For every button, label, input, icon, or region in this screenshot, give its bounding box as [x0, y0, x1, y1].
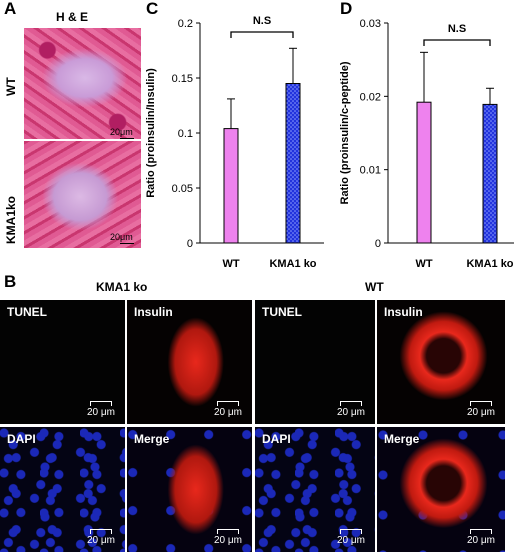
he-label-ko: KMA1ko	[4, 195, 18, 244]
bar	[482, 103, 498, 244]
chart-d: 0 0.01 0.02 0.03 Ratio (proinsulin/c-peptide…	[339, 18, 514, 270]
y-tick-label: 0	[375, 238, 381, 250]
x-tick-label: KMA1 ko	[269, 258, 316, 270]
scale-bar: 20 μm	[467, 401, 495, 418]
panel-a-letter: A	[4, 0, 17, 18]
scale-bar: 20 μm	[337, 401, 365, 418]
x-tick-label: WT	[222, 258, 239, 270]
tile-label: Merge	[384, 432, 420, 446]
significance-label: N.S	[448, 23, 466, 35]
tile-label: DAPI	[7, 432, 36, 446]
tile-wt-merge: Merge 20 μm	[377, 427, 505, 552]
tile-label: Merge	[134, 432, 170, 446]
y-tick-label: 0.2	[178, 18, 193, 30]
he-scalebar-ko	[120, 243, 134, 244]
y-tick-label: 0.01	[360, 165, 381, 177]
y-tick-label: 0.15	[172, 73, 193, 85]
he-scale-wt: 20μm	[110, 127, 133, 137]
x-tick-label: WT	[415, 258, 432, 270]
y-tick-label: 0.02	[360, 91, 381, 103]
tile-ko-dapi: DAPI 20 μm	[0, 427, 125, 552]
tile-ko-insulin: Insulin 20 μm	[127, 300, 252, 424]
chart-c: 0 0.05 0.1 0.15 0.2 Ratio (proinsulin/Insulin…	[145, 15, 324, 270]
significance-bracket	[230, 31, 294, 38]
scale-bar: 20 μm	[214, 401, 242, 418]
he-label-wt: WT	[4, 77, 18, 96]
scale-bar: 20 μm	[337, 529, 365, 546]
tile-ko-tunel: TUNEL 20 μm	[0, 300, 125, 424]
tile-wt-dapi: DAPI 20 μm	[255, 427, 375, 552]
y-tick-label: 0.05	[172, 183, 193, 195]
y-axis-label: Ratio (proinsulin/Insulin)	[145, 68, 157, 198]
y-tick-label: 0.03	[360, 18, 381, 30]
he-scalebar-wt	[120, 138, 134, 139]
panel-c-letter: C	[146, 0, 159, 18]
tile-label: TUNEL	[262, 305, 302, 319]
y-tick-label: 0	[187, 238, 193, 250]
significance-bracket	[423, 39, 491, 46]
tile-label: DAPI	[262, 432, 291, 446]
scale-bar: 20 μm	[467, 529, 495, 546]
he-scale-ko: 20μm	[110, 232, 133, 242]
scale-bar: 20 μm	[87, 529, 115, 546]
tile-wt-tunel: TUNEL 20 μm	[255, 300, 375, 424]
x-tick-label: KMA1 ko	[466, 258, 513, 270]
bar	[223, 128, 239, 244]
scale-bar: 20 μm	[87, 401, 115, 418]
group-title-ko: KMA1 ko	[96, 280, 148, 294]
panel-b-letter: B	[4, 272, 17, 291]
tile-label: Insulin	[134, 305, 173, 319]
scale-bar: 20 μm	[214, 529, 242, 546]
y-tick-label: 0.1	[178, 128, 193, 140]
tile-label: TUNEL	[7, 305, 47, 319]
significance-label: N.S	[253, 15, 271, 27]
bar	[416, 101, 432, 244]
tile-wt-insulin: Insulin 20 μm	[377, 300, 505, 424]
group-title-wt: WT	[365, 280, 384, 294]
bar	[285, 83, 301, 244]
panel-a-title: H & E	[56, 10, 89, 24]
tile-ko-merge: Merge 20 μm	[127, 427, 252, 552]
he-image-wt	[24, 28, 141, 139]
y-axis-label: Ratio (proinsulin/c-peptide)	[339, 61, 351, 204]
tile-label: Insulin	[384, 305, 423, 319]
he-image-ko	[24, 141, 141, 248]
panel-d-letter: D	[340, 0, 353, 18]
